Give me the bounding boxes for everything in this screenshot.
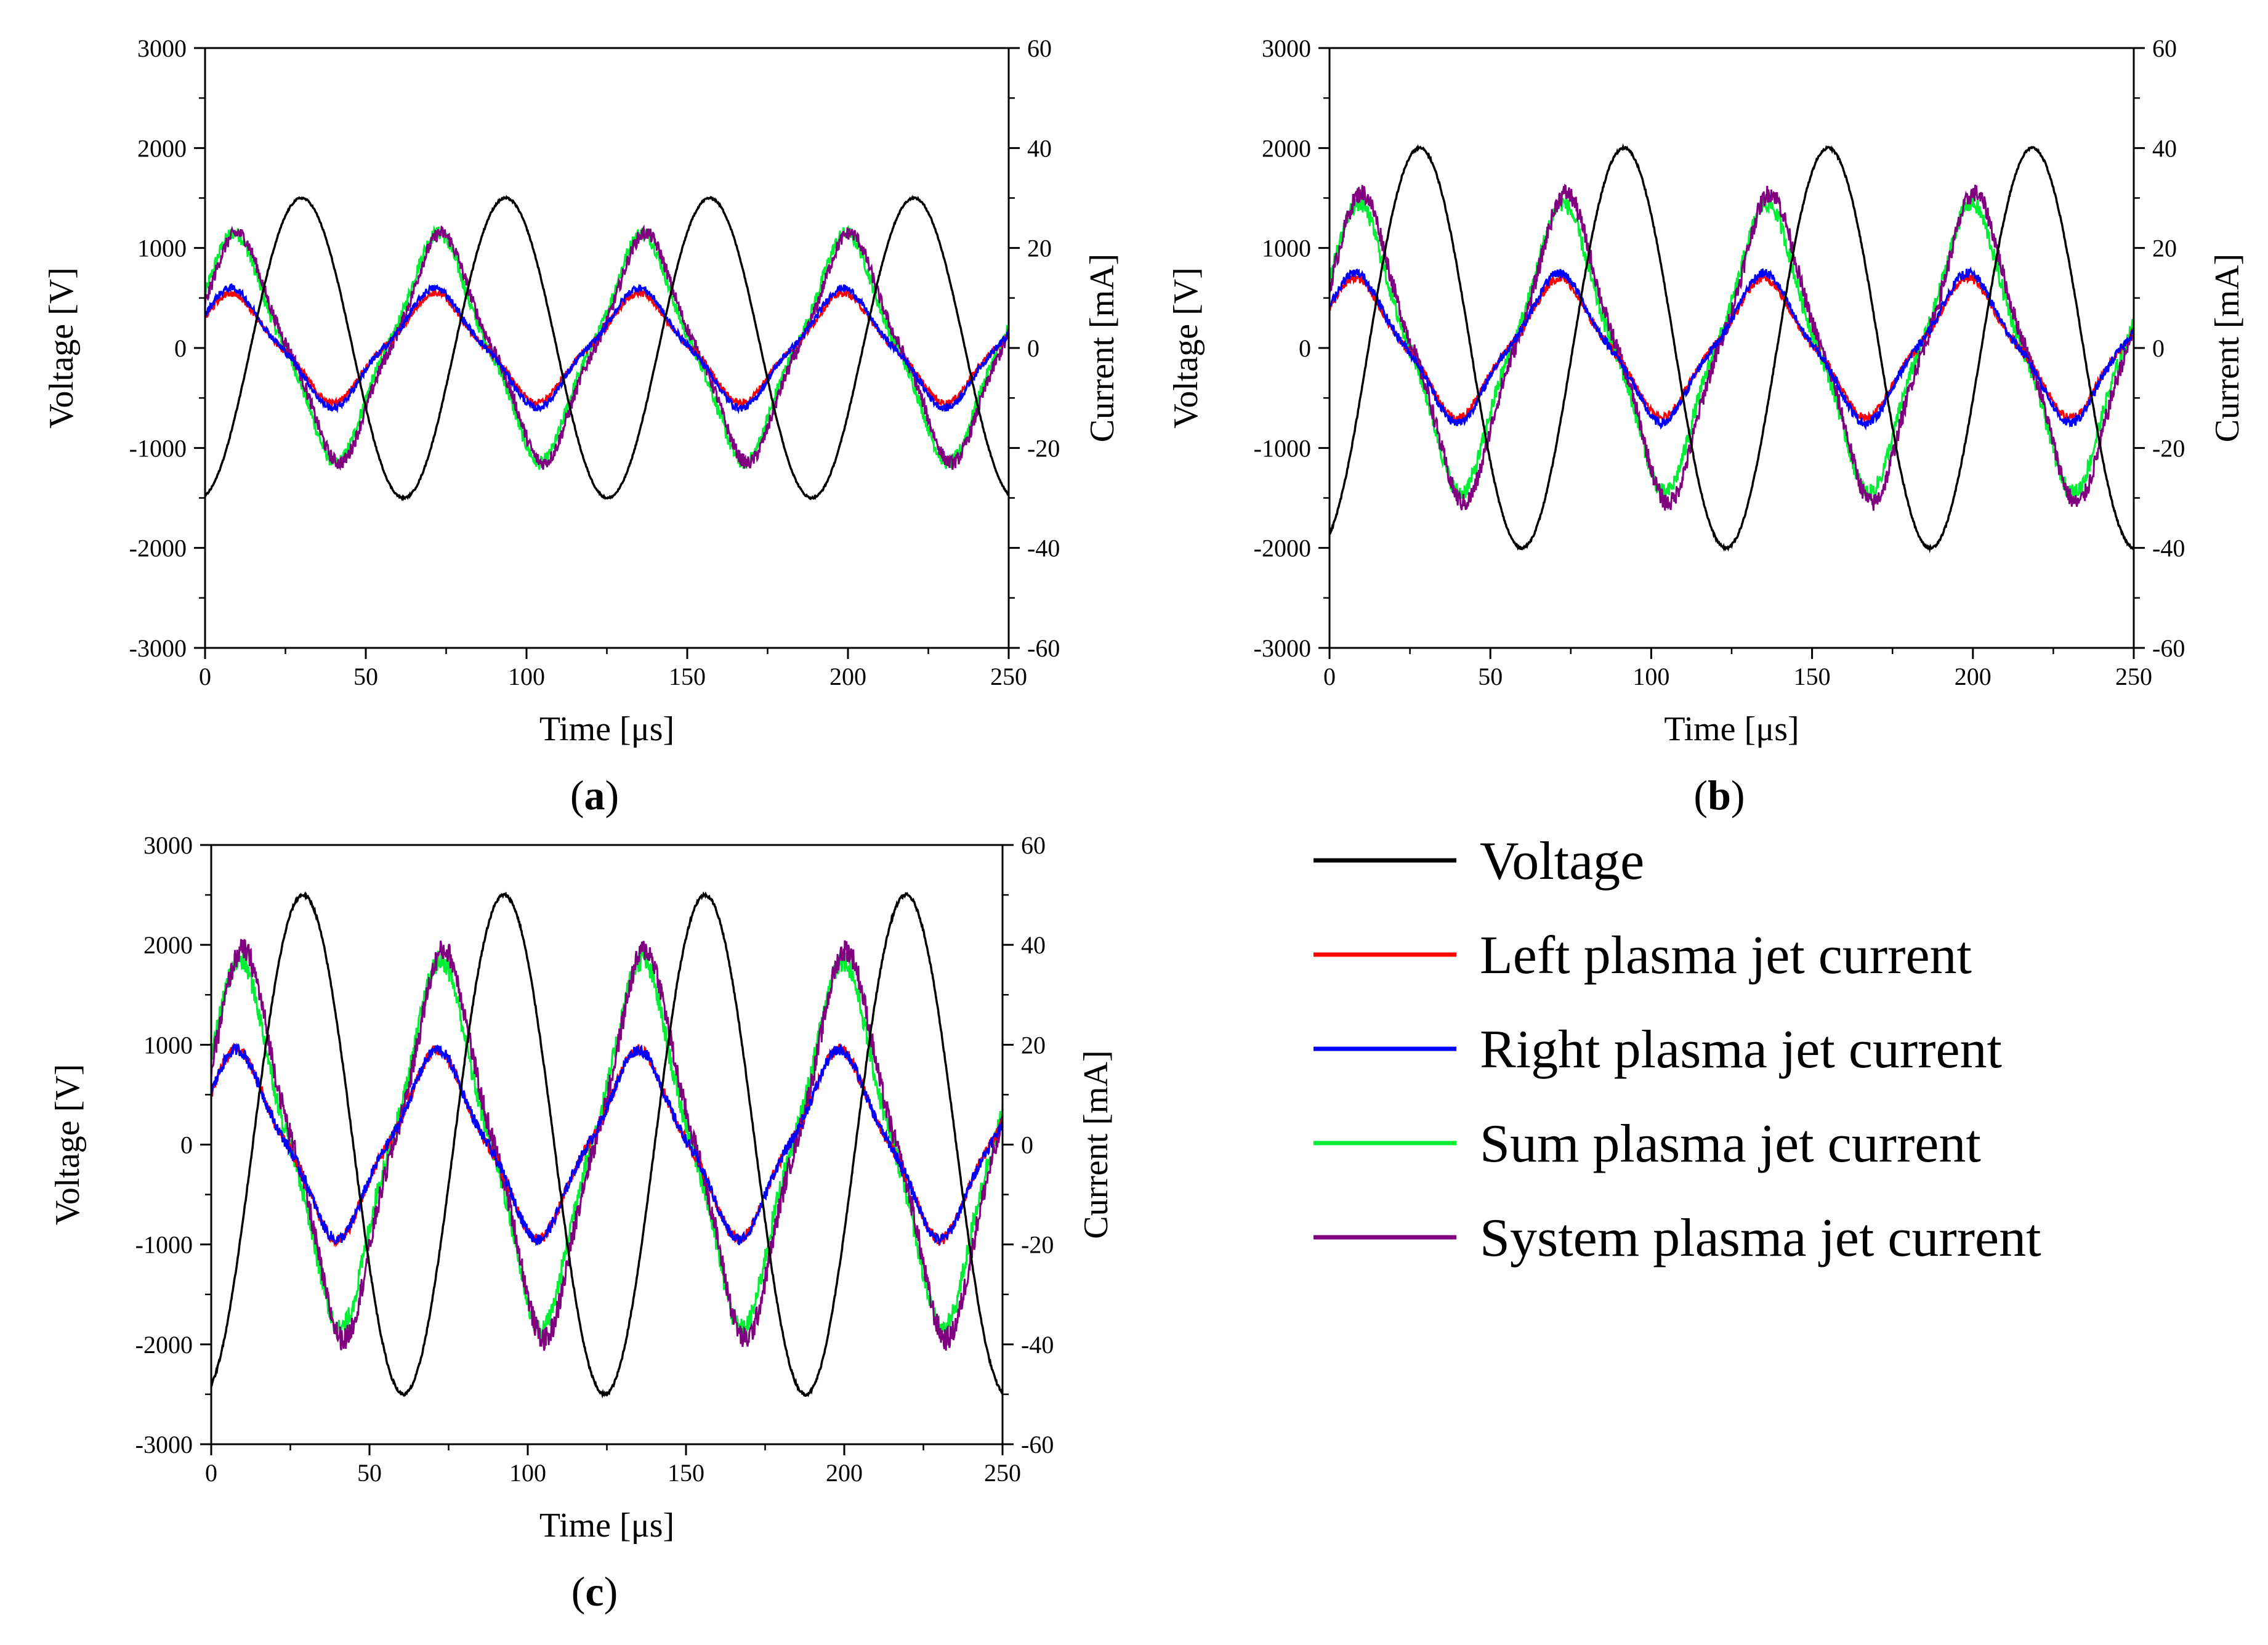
y-right-tick-label: -40 [1021, 1331, 1054, 1359]
series-line-right-plasma-jet-current [205, 283, 1009, 414]
series-line-system-plasma-jet-current [1330, 184, 2134, 511]
y-left-tick-label: 3000 [137, 34, 187, 62]
y-right-tick-label: 20 [2152, 235, 2177, 262]
y-left-tick-label: 1000 [143, 1031, 193, 1059]
x-tick-label: 200 [829, 663, 866, 690]
y-right-tick-label: 40 [2152, 134, 2177, 162]
y-left-tick-label: 3000 [143, 831, 193, 859]
x-tick-label: 150 [669, 663, 706, 690]
x-tick-label: 150 [668, 1459, 704, 1487]
y-right-tick-label: -40 [2152, 535, 2185, 562]
series-line-voltage [1330, 143, 2134, 554]
y-right-tick-label: 60 [1027, 34, 1052, 62]
y-left-tick-label: 0 [1299, 334, 1311, 362]
y-left-tick-label: 2000 [1262, 134, 1311, 162]
legend-label-right-plasma-jet-current: Right plasma jet current [1480, 1020, 2002, 1080]
y-left-tick-label: -3000 [1254, 634, 1311, 662]
x-tick-label: 150 [1794, 663, 1831, 690]
y-left-tick-label: -1000 [135, 1231, 193, 1259]
x-tick-label: 50 [353, 663, 378, 690]
y-left-axis-title: Voltage [V] [1167, 267, 1205, 429]
series-line-right-plasma-jet-current [211, 1043, 1003, 1247]
series-line-left-plasma-jet-current [205, 288, 1009, 408]
y-right-tick-label: 0 [2152, 334, 2165, 362]
y-right-tick-label: 40 [1021, 931, 1046, 959]
y-left-tick-label: 1000 [137, 235, 187, 262]
x-tick-label: 0 [1323, 663, 1336, 690]
y-left-tick-label: 3000 [1262, 34, 1311, 62]
panel-b: 0 50 100 150 200 250-3000-2000-10000100020003… [1167, 34, 2246, 818]
series-line-system-plasma-jet-current [211, 939, 1003, 1351]
y-left-tick-label: 2000 [137, 134, 187, 162]
legend-label-left-plasma-jet-current: Left plasma jet current [1480, 926, 1972, 985]
y-right-tick-label: 20 [1021, 1031, 1046, 1059]
y-right-tick-label: -60 [1027, 634, 1060, 662]
legend-label-voltage: Voltage [1480, 831, 1644, 891]
legend-label-sum-plasma-jet-current: Sum plasma jet current [1480, 1114, 1981, 1174]
y-left-tick-label: 2000 [143, 931, 193, 959]
y-right-tick-label: 20 [1027, 235, 1052, 262]
x-tick-label: 250 [984, 1459, 1021, 1487]
x-tick-label: 250 [2115, 663, 2152, 690]
y-left-axis-title: Voltage [V] [42, 267, 81, 429]
y-left-tick-label: -1000 [129, 434, 187, 462]
x-axis-title: Time [μs] [1664, 710, 1799, 748]
y-left-tick-label: -3000 [129, 634, 187, 662]
y-right-tick-label: 0 [1027, 334, 1039, 362]
y-right-tick-label: -20 [1027, 434, 1060, 462]
y-right-tick-label: -20 [1021, 1231, 1054, 1259]
y-left-tick-label: 1000 [1262, 235, 1311, 262]
y-right-tick-label: 40 [1027, 134, 1052, 162]
legend: Voltage Left plasma jet current Right plas… [1314, 831, 2041, 1268]
panel-c: 0 50 100 150 200 250-3000-2000-10000100020003… [49, 831, 1115, 1615]
y-right-tick-label: 0 [1021, 1131, 1033, 1159]
y-left-tick-label: -1000 [1254, 434, 1311, 462]
y-right-tick-label: -60 [2152, 634, 2185, 662]
panel-label: (b) [1693, 772, 1745, 818]
x-tick-label: 0 [205, 1459, 217, 1487]
x-tick-label: 250 [990, 663, 1027, 690]
series-line-sum-plasma-jet-current [211, 948, 1003, 1340]
series-line-sum-plasma-jet-current [1330, 193, 2134, 504]
y-right-tick-label: 60 [2152, 34, 2177, 62]
y-right-tick-label: -60 [1021, 1431, 1054, 1458]
x-tick-label: 100 [508, 663, 545, 690]
x-axis-title: Time [μs] [539, 1506, 674, 1545]
y-left-tick-label: 0 [180, 1131, 193, 1159]
x-tick-label: 50 [1478, 663, 1503, 690]
plot-frame [1328, 47, 2135, 649]
legend-label-system-plasma-jet-current: System plasma jet current [1480, 1208, 2041, 1268]
y-right-tick-label: 60 [1021, 831, 1046, 859]
y-left-tick-label: -3000 [135, 1431, 193, 1458]
plot-frame [210, 844, 1004, 1445]
plot-frame [204, 47, 1010, 649]
panel-a: 0 50 100 150 200 250-3000-2000-10000100020003… [42, 34, 1121, 818]
series-line-voltage [205, 195, 1009, 502]
y-left-tick-label: 0 [174, 334, 187, 362]
series-line-left-plasma-jet-current [211, 1042, 1003, 1248]
x-tick-label: 100 [509, 1459, 546, 1487]
y-right-tick-label: -20 [2152, 434, 2185, 462]
x-tick-label: 200 [826, 1459, 863, 1487]
y-left-tick-label: -2000 [129, 535, 187, 562]
series-line-system-plasma-jet-current [205, 224, 1009, 471]
panel-label: (c) [571, 1568, 618, 1615]
x-axis-title: Time [μs] [539, 710, 674, 748]
y-left-tick-label: -2000 [1254, 535, 1311, 562]
y-right-axis-title: Current [mA] [1083, 254, 1121, 442]
series-line-sum-plasma-jet-current [205, 225, 1009, 470]
y-left-tick-label: -2000 [135, 1331, 193, 1359]
x-tick-label: 200 [1955, 663, 1992, 690]
series-line-right-plasma-jet-current [1330, 266, 2134, 431]
x-tick-label: 100 [1632, 663, 1669, 690]
x-tick-label: 50 [357, 1459, 382, 1487]
y-left-axis-title: Voltage [V] [49, 1064, 87, 1226]
y-right-axis-title: Current [mA] [1077, 1050, 1115, 1239]
y-right-tick-label: -40 [1027, 535, 1060, 562]
series-line-voltage [211, 891, 1003, 1399]
y-right-axis-title: Current [mA] [2208, 254, 2246, 442]
x-tick-label: 0 [199, 663, 211, 690]
panel-label: (a) [570, 772, 619, 818]
